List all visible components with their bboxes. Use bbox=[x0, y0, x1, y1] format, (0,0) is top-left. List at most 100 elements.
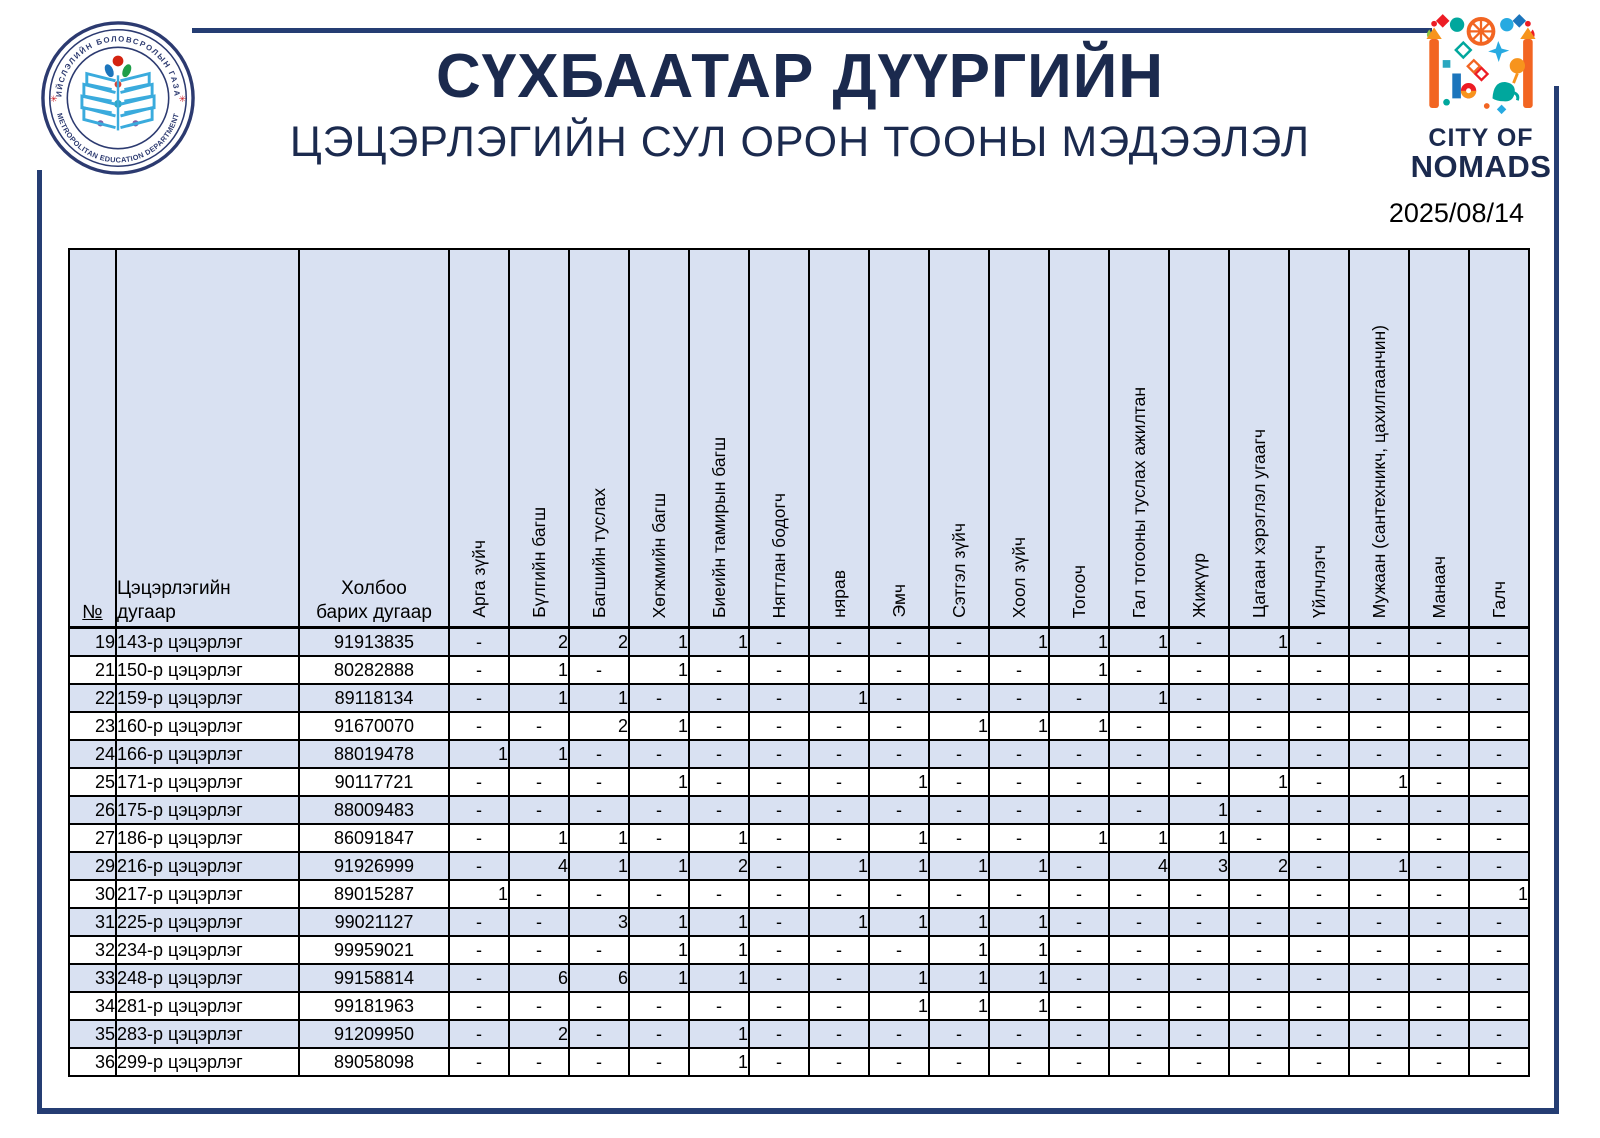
vacancy-cell: - bbox=[688, 795, 750, 825]
vacancy-cell: - bbox=[1108, 879, 1170, 909]
vacancy-cell: 1 bbox=[868, 851, 930, 881]
vacancy-cell: 1 bbox=[688, 935, 750, 965]
vacancy-cell: 1 bbox=[1048, 823, 1110, 853]
col-header-kindergarten: Цэцэрлэгийн дугаар bbox=[115, 248, 300, 629]
vacancy-cell: 1 bbox=[808, 907, 870, 937]
vacancy-cell: - bbox=[1468, 711, 1530, 741]
vacancy-cell: - bbox=[988, 823, 1050, 853]
vacancy-cell: 1 bbox=[868, 823, 930, 853]
frame-right-line bbox=[1554, 86, 1559, 1114]
vacancy-cell: - bbox=[1348, 711, 1410, 741]
phone-cell: 99021127 bbox=[298, 907, 450, 937]
vacancy-cell: - bbox=[1108, 963, 1170, 993]
vacancy-cell: - bbox=[508, 795, 570, 825]
vacancy-cell: - bbox=[1168, 739, 1230, 769]
vacancy-cell: - bbox=[448, 683, 510, 713]
nomads-collage-icon bbox=[1426, 14, 1536, 115]
vacancy-cell: 1 bbox=[688, 823, 750, 853]
vacancy-cell: - bbox=[1468, 683, 1530, 713]
vacancy-cell: - bbox=[868, 626, 930, 657]
vacancy-cell: - bbox=[1048, 963, 1110, 993]
vacancy-cell: - bbox=[1108, 739, 1170, 769]
vacancy-cell: - bbox=[628, 683, 690, 713]
vacancy-cell: - bbox=[568, 935, 630, 965]
row-number-cell: 21 bbox=[68, 655, 117, 685]
vacancy-cell: - bbox=[1228, 963, 1290, 993]
vacancy-cell: - bbox=[988, 767, 1050, 797]
vacancy-cell: - bbox=[1288, 739, 1350, 769]
table-row: 29 216-р цэцэрлэг 91926999-4 1 1 2-1 1 1 1-4 3 2-1… bbox=[68, 851, 1530, 881]
vacancy-cell: - bbox=[568, 1047, 630, 1077]
vacancy-cell: - bbox=[1168, 711, 1230, 741]
vacancy-cell: - bbox=[868, 879, 930, 909]
vacancy-cell: - bbox=[1348, 795, 1410, 825]
kindergarten-name-cell: 171-р цэцэрлэг bbox=[115, 767, 300, 797]
phone-cell: 89118134 bbox=[298, 683, 450, 713]
vacancy-cell: - bbox=[748, 935, 810, 965]
vacancy-cell: 1 bbox=[628, 655, 690, 685]
vacancy-cell: - bbox=[1288, 907, 1350, 937]
phone-cell: 91670070 bbox=[298, 711, 450, 741]
vacancy-cell: - bbox=[1168, 963, 1230, 993]
vacancy-cell: - bbox=[808, 823, 870, 853]
vacancy-cell: - bbox=[748, 991, 810, 1021]
vacancy-cell: 1 bbox=[568, 683, 630, 713]
vacancy-cell: - bbox=[508, 907, 570, 937]
vacancy-cell: 1 bbox=[868, 991, 930, 1021]
vacancy-cell: 1 bbox=[928, 963, 990, 993]
vacancy-cell: - bbox=[1468, 795, 1530, 825]
kindergarten-name-cell: 283-р цэцэрлэг bbox=[115, 1019, 300, 1049]
vacancy-cell: 1 bbox=[688, 1047, 750, 1077]
nomads-label: NOMADS bbox=[1410, 149, 1552, 185]
vacancy-cell: - bbox=[1108, 795, 1170, 825]
vacancy-cell: - bbox=[508, 879, 570, 909]
vacancy-cell: - bbox=[568, 739, 630, 769]
vacancy-cell: - bbox=[1228, 739, 1290, 769]
vacancy-cell: - bbox=[868, 935, 930, 965]
vacancy-cell: - bbox=[988, 1019, 1050, 1049]
city-of-label: CITY OF bbox=[1428, 124, 1534, 152]
vacancy-cell: - bbox=[928, 739, 990, 769]
vacancy-cell: - bbox=[628, 879, 690, 909]
vacancy-cell: - bbox=[568, 1019, 630, 1049]
vacancy-cell: 1 bbox=[1348, 851, 1410, 881]
vacancy-cell: - bbox=[1408, 823, 1470, 853]
col-header-staff-8: Сэтгэл зүйч bbox=[928, 248, 990, 629]
kindergarten-name-cell: 299-р цэцэрлэг bbox=[115, 1047, 300, 1077]
vacancy-cell: - bbox=[748, 683, 810, 713]
vacancy-cell: - bbox=[1048, 1019, 1110, 1049]
vacancy-cell: 1 bbox=[1108, 683, 1170, 713]
vacancy-cell: - bbox=[628, 1047, 690, 1077]
phone-cell: 91926999 bbox=[298, 851, 450, 881]
vacancy-cell: 1 bbox=[1228, 626, 1290, 657]
phone-cell: 88019478 bbox=[298, 739, 450, 769]
col-header-staff-label: Биеийн тамирын багш bbox=[708, 436, 729, 618]
row-number-cell: 26 bbox=[68, 795, 117, 825]
vacancy-cell: - bbox=[748, 739, 810, 769]
col-header-staff-0: Арга зүйч bbox=[448, 248, 510, 629]
kindergarten-name-cell: 234-р цэцэрлэг bbox=[115, 935, 300, 965]
col-header-staff-1: Бүлгийн багш bbox=[508, 248, 570, 629]
row-number-cell: 35 bbox=[68, 1019, 117, 1049]
vacancy-cell: - bbox=[1288, 795, 1350, 825]
row-number-cell: 31 bbox=[68, 907, 117, 937]
vacancy-cell: - bbox=[1348, 1019, 1410, 1049]
vacancy-cell: - bbox=[448, 991, 510, 1021]
vacancy-cell: - bbox=[1168, 879, 1230, 909]
vacancy-cell: 1 bbox=[508, 683, 570, 713]
vacancy-cell: - bbox=[508, 767, 570, 797]
vacancy-cell: - bbox=[1228, 823, 1290, 853]
kindergarten-name-cell: 186-р цэцэрлэг bbox=[115, 823, 300, 853]
vacancy-cell: - bbox=[1048, 879, 1110, 909]
vacancy-cell: - bbox=[568, 655, 630, 685]
vacancy-cell: - bbox=[748, 1047, 810, 1077]
table-row: 33 248-р цэцэрлэг 99158814-6 6 1 1- -1 1 1- - - - - -… bbox=[68, 963, 1530, 993]
vacancy-cell: - bbox=[1408, 683, 1470, 713]
vacancy-cell: - bbox=[1108, 935, 1170, 965]
vacancy-cell: - bbox=[748, 1019, 810, 1049]
row-number-cell: 24 bbox=[68, 739, 117, 769]
kindergarten-name-cell: 216-р цэцэрлэг bbox=[115, 851, 300, 881]
phone-cell: 91913835 bbox=[298, 626, 450, 657]
vacancy-cell: - bbox=[1408, 767, 1470, 797]
vacancy-cell: - bbox=[748, 795, 810, 825]
